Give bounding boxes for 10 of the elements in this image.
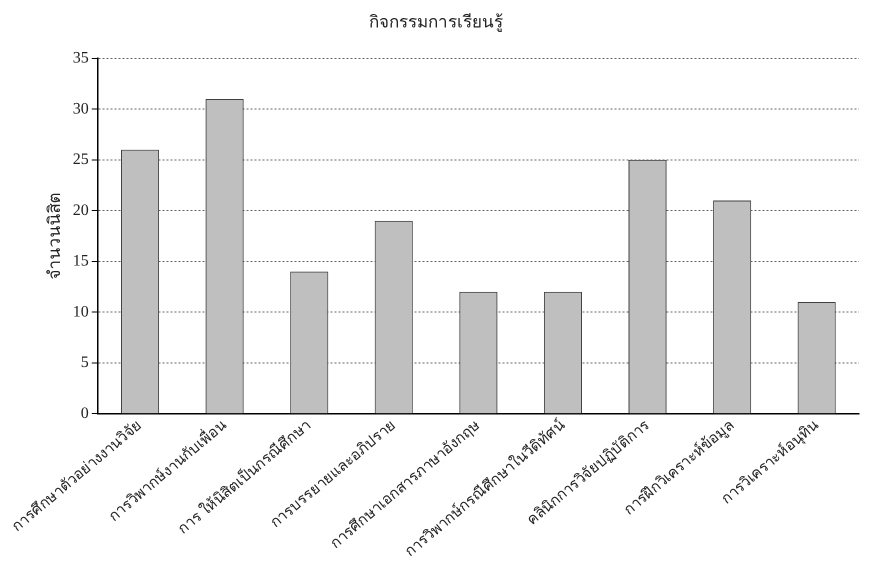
y-tick-label: 30 xyxy=(72,100,89,118)
y-tick-label: 0 xyxy=(80,404,89,422)
y-tick-label: 25 xyxy=(72,151,89,168)
y-axis-title: จำนวนนิสิต xyxy=(45,192,64,280)
chart-title: กิจกรรมการเรียนรู้ xyxy=(369,12,503,33)
y-tick-label: 35 xyxy=(72,50,89,67)
y-tick-label: 10 xyxy=(72,303,89,320)
y-tick-label: 20 xyxy=(72,202,89,219)
y-tick-label: 15 xyxy=(72,252,89,270)
y-tick-label: 5 xyxy=(80,354,89,372)
